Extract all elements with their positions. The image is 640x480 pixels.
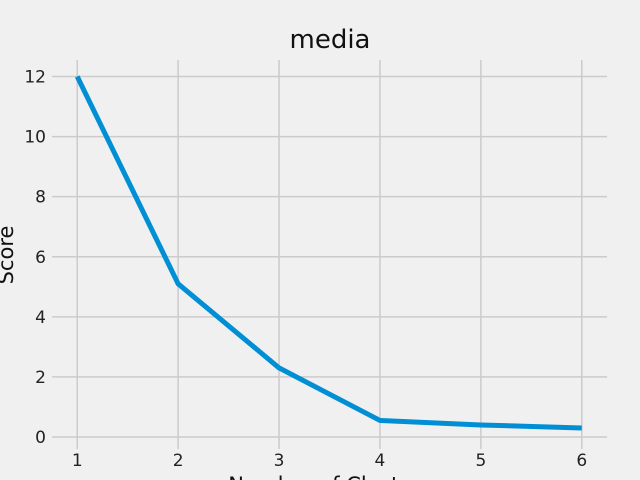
y-tick-label: 0 [35,428,46,448]
x-tick-label: 1 [72,451,83,471]
y-axis-label: Score [0,226,18,285]
x-tick-label: 4 [375,451,386,471]
y-tick-label: 12 [24,68,46,88]
y-tick-label: 4 [35,308,46,328]
y-tick-label: 8 [35,188,46,208]
series-line [74,75,582,431]
y-tick-label: 10 [24,128,46,148]
grid [52,60,607,449]
y-tick-label: 6 [35,248,46,268]
x-axis-label: Number of Clusters [228,473,431,480]
x-tick-label: 5 [475,451,486,471]
series-layer [74,75,582,431]
y-tick-label: 2 [35,368,46,388]
chart-title: media [290,25,371,55]
x-tick-label: 2 [173,451,184,471]
x-tick-label: 6 [576,451,587,471]
x-tick-label: 3 [274,451,285,471]
